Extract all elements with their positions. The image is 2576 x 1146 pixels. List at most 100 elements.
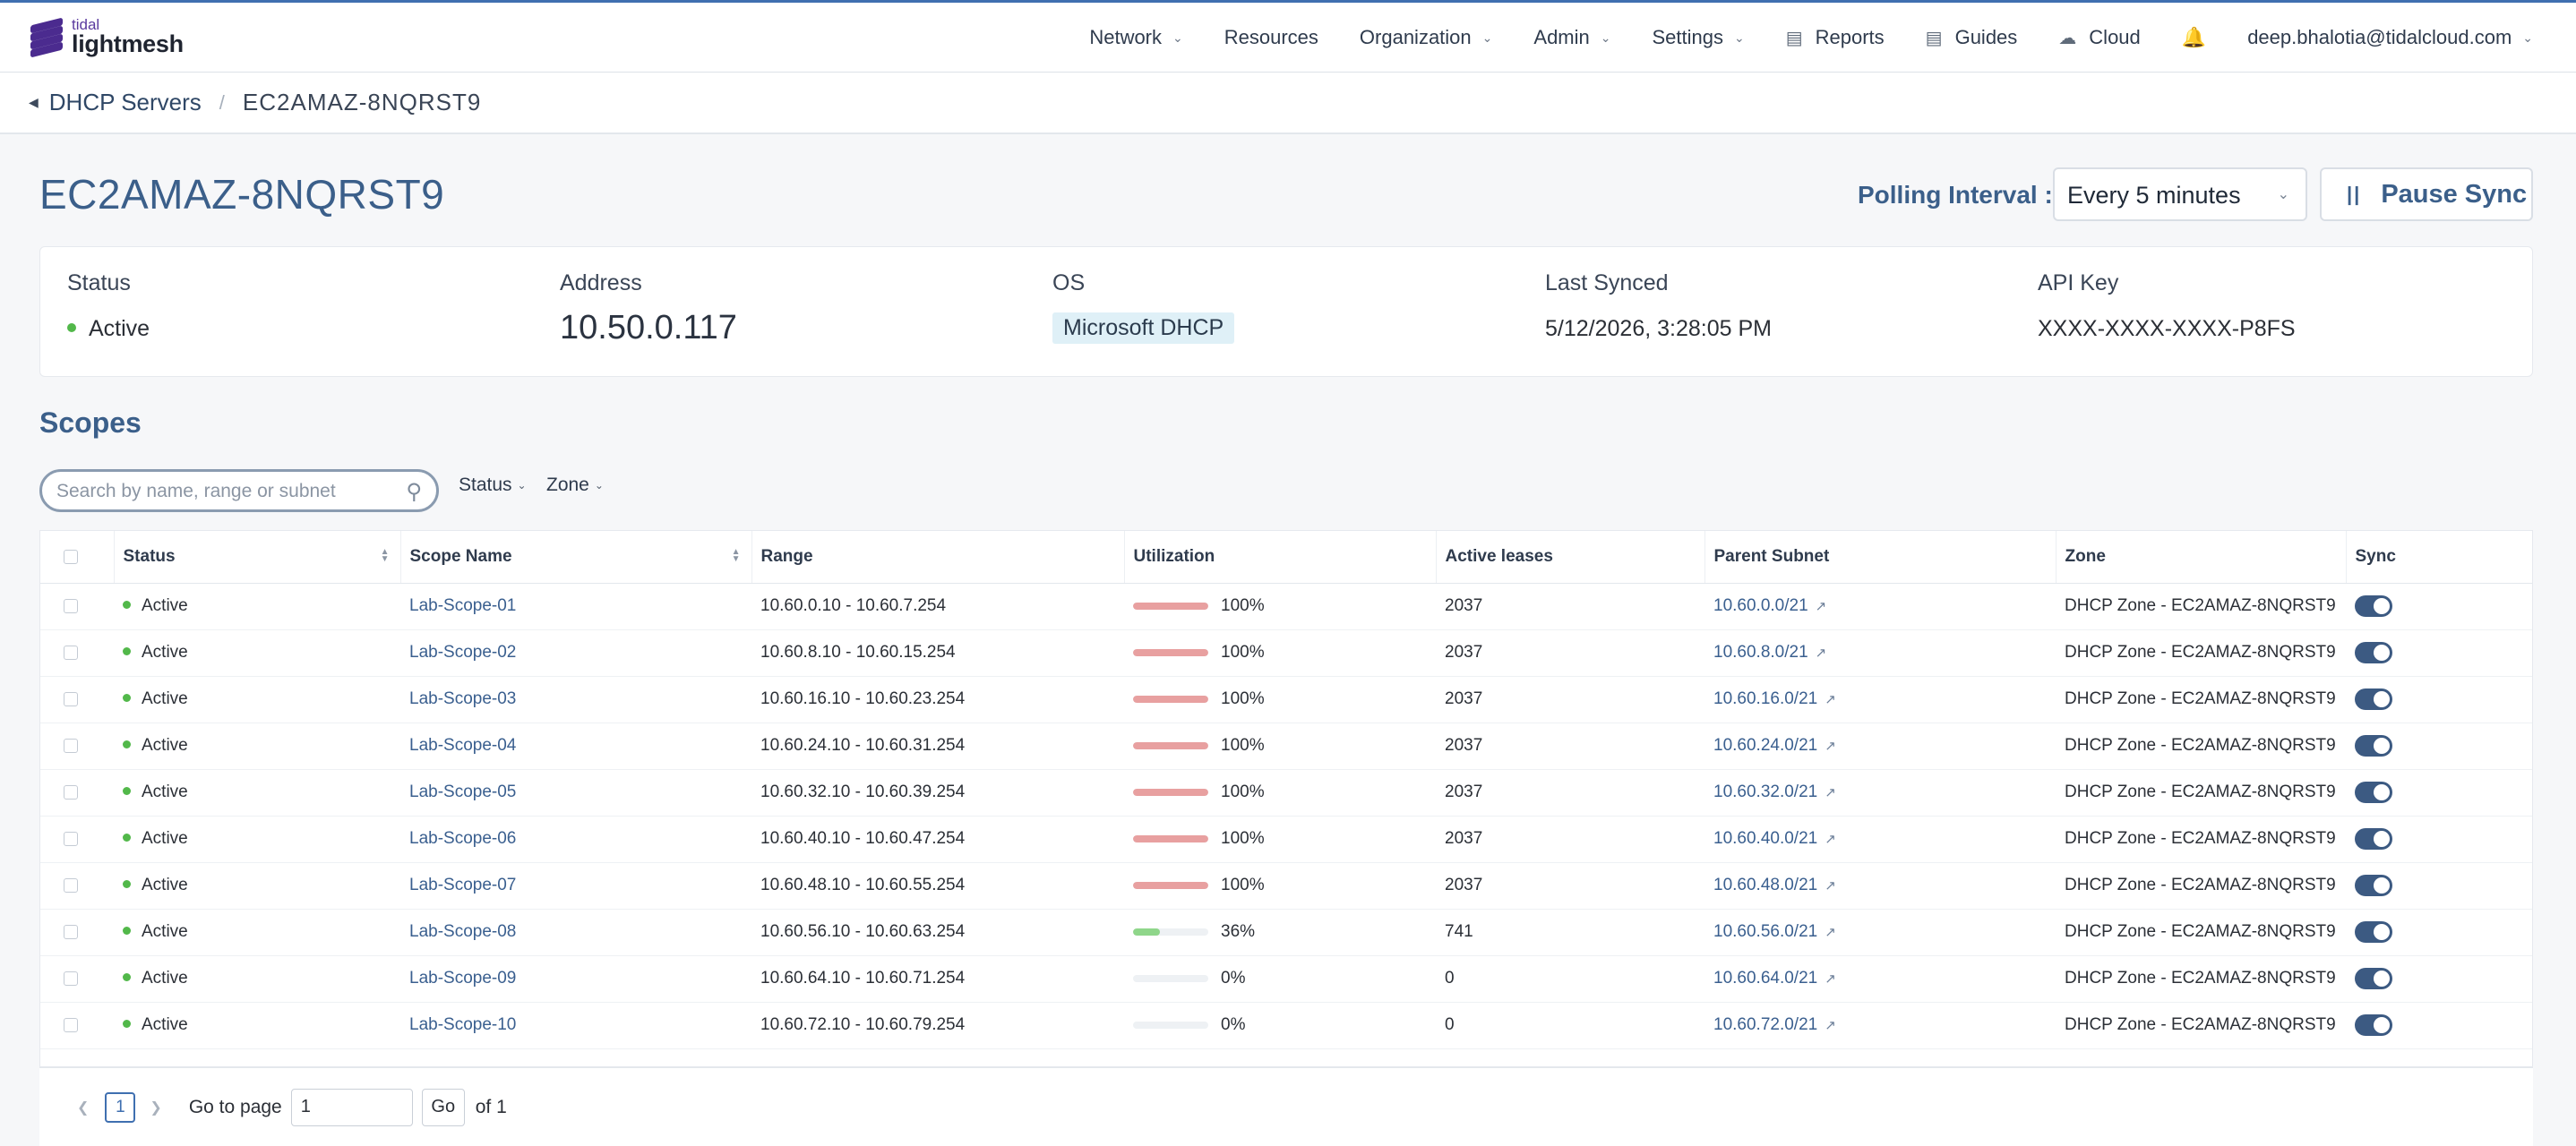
next-page-icon[interactable]: ❯: [150, 1099, 162, 1116]
table-row[interactable]: Active Lab-Scope-01 10.60.0.10 - 10.60.7.2…: [40, 583, 2532, 630]
polling-interval-select[interactable]: Every 5 minutes ⌄: [2053, 167, 2307, 221]
sync-toggle[interactable]: [2355, 642, 2392, 663]
sync-toggle[interactable]: [2355, 782, 2392, 803]
external-link-icon[interactable]: ↗: [1825, 878, 1836, 894]
utilization-value: 100%: [1221, 736, 1265, 755]
row-checkbox[interactable]: [64, 1017, 78, 1032]
table-row[interactable]: Active Lab-Scope-04 10.60.24.10 - 10.60.31…: [40, 723, 2532, 770]
table-row[interactable]: Active Lab-Scope-09 10.60.64.10 - 10.60.71…: [40, 955, 2532, 1003]
external-link-icon[interactable]: ↗: [1825, 925, 1836, 940]
utilization-cell: 100%: [1133, 643, 1436, 663]
parent-subnet-link[interactable]: 10.60.32.0/21: [1713, 783, 1818, 801]
bell-icon[interactable]: 🔔: [2181, 26, 2207, 48]
sync-toggle[interactable]: [2355, 1014, 2392, 1036]
scope-name-link[interactable]: Lab-Scope-07: [409, 876, 517, 894]
row-checkbox[interactable]: [64, 924, 78, 939]
api-key-value: XXXX-XXXX-XXXX-P8FS: [2038, 316, 2296, 341]
sort-icon[interactable]: ▲ ▼: [731, 547, 741, 564]
parent-subnet-link[interactable]: 10.60.72.0/21: [1713, 1015, 1818, 1034]
row-checkbox[interactable]: [64, 691, 78, 706]
row-checkbox[interactable]: [64, 738, 78, 753]
parent-subnet-link[interactable]: 10.60.64.0/21: [1713, 969, 1818, 988]
status-filter[interactable]: Status ⌄: [459, 475, 527, 495]
goto-page-input[interactable]: [290, 1088, 413, 1126]
user-menu[interactable]: deep.bhalotia@tidalcloud.com ⌄: [2247, 26, 2533, 48]
table-row[interactable]: Active Lab-Scope-07 10.60.48.10 - 10.60.55…: [40, 862, 2532, 910]
external-link-icon[interactable]: ↗: [1815, 599, 1827, 614]
select-all-checkbox[interactable]: [64, 549, 78, 564]
parent-subnet-link[interactable]: 10.60.0.0/21: [1713, 596, 1808, 615]
scope-name-link[interactable]: Lab-Scope-10: [409, 1015, 517, 1034]
table-body: Active Lab-Scope-01 10.60.0.10 - 10.60.7.2…: [40, 583, 2532, 1049]
chevron-down-icon: ⌄: [1600, 30, 1611, 45]
table-row[interactable]: Active Lab-Scope-02 10.60.8.10 - 10.60.15.…: [40, 629, 2532, 677]
table-row[interactable]: Active Lab-Scope-08 10.60.56.10 - 10.60.63…: [40, 909, 2532, 956]
parent-subnet-link[interactable]: 10.60.16.0/21: [1713, 689, 1818, 708]
brand-logo[interactable]: tidal lightmesh: [30, 17, 184, 58]
row-active-leases: 2037: [1436, 676, 1704, 723]
parent-subnet-link[interactable]: 10.60.24.0/21: [1713, 736, 1818, 755]
active-status-dot: [123, 601, 131, 610]
row-checkbox[interactable]: [64, 877, 78, 893]
parent-subnet-link[interactable]: 10.60.48.0/21: [1713, 876, 1818, 894]
row-zone: DHCP Zone - EC2AMAZ-8NQRST9: [2056, 723, 2346, 770]
scope-name-link[interactable]: Lab-Scope-03: [409, 689, 517, 708]
sync-toggle[interactable]: [2355, 688, 2392, 710]
nav-guides[interactable]: ▤ Guides: [1925, 26, 2018, 48]
nav-resources[interactable]: Resources: [1224, 26, 1318, 48]
external-link-icon[interactable]: ↗: [1825, 692, 1836, 707]
parent-subnet-link[interactable]: 10.60.40.0/21: [1713, 829, 1818, 848]
scope-name-link[interactable]: Lab-Scope-04: [409, 736, 517, 755]
nav-network[interactable]: Network ⌄: [1089, 26, 1183, 48]
row-checkbox[interactable]: [64, 784, 78, 800]
scope-name-link[interactable]: Lab-Scope-02: [409, 643, 517, 662]
table-row[interactable]: Active Lab-Scope-03 10.60.16.10 - 10.60.23…: [40, 676, 2532, 723]
nav-organization[interactable]: Organization ⌄: [1359, 26, 1493, 48]
scope-name-link[interactable]: Lab-Scope-01: [409, 596, 517, 615]
breadcrumb-dhcp-servers[interactable]: DHCP Servers: [48, 89, 202, 115]
parent-subnet-link[interactable]: 10.60.56.0/21: [1713, 922, 1818, 941]
column-scope-name[interactable]: Scope Name ▲ ▼: [400, 531, 752, 584]
column-status[interactable]: Status ▲ ▼: [114, 531, 401, 584]
table-row[interactable]: Active Lab-Scope-05 10.60.32.10 - 10.60.39…: [40, 769, 2532, 817]
zone-filter[interactable]: Zone ⌄: [546, 475, 604, 495]
row-checkbox[interactable]: [64, 598, 78, 613]
active-status-dot: [123, 1020, 131, 1029]
scope-name-link[interactable]: Lab-Scope-05: [409, 783, 517, 801]
scope-name-link[interactable]: Lab-Scope-06: [409, 829, 517, 848]
table-row[interactable]: Active Lab-Scope-06 10.60.40.10 - 10.60.47…: [40, 816, 2532, 863]
parent-subnet-link[interactable]: 10.60.8.0/21: [1713, 643, 1808, 662]
scope-name-link[interactable]: Lab-Scope-09: [409, 969, 517, 988]
external-link-icon[interactable]: ↗: [1825, 971, 1836, 987]
row-checkbox[interactable]: [64, 971, 78, 986]
row-checkbox[interactable]: [64, 831, 78, 846]
nav-cloud[interactable]: ☁ Cloud: [2058, 26, 2141, 48]
sync-toggle[interactable]: [2355, 875, 2392, 896]
page-number-button[interactable]: 1: [105, 1091, 136, 1123]
sync-toggle[interactable]: [2355, 735, 2392, 757]
external-link-icon[interactable]: ↗: [1825, 739, 1836, 754]
caret-left-icon[interactable]: ◀: [29, 95, 39, 109]
external-link-icon[interactable]: ↗: [1825, 832, 1836, 847]
external-link-icon[interactable]: ↗: [1825, 785, 1836, 800]
sort-icon[interactable]: ▲ ▼: [380, 547, 390, 564]
external-link-icon[interactable]: ↗: [1825, 1018, 1836, 1033]
scope-search: ⚲: [39, 469, 439, 512]
nav-admin[interactable]: Admin ⌄: [1533, 26, 1611, 48]
sync-toggle[interactable]: [2355, 968, 2392, 989]
row-checkbox[interactable]: [64, 645, 78, 660]
search-icon[interactable]: ⚲: [406, 480, 422, 504]
pause-sync-button[interactable]: || Pause Sync: [2320, 167, 2533, 221]
utilization-value: 100%: [1221, 783, 1265, 801]
table-row[interactable]: Active Lab-Scope-10 10.60.72.10 - 10.60.79…: [40, 1002, 2532, 1049]
external-link-icon[interactable]: ↗: [1815, 646, 1827, 661]
nav-reports[interactable]: ▤ Reports: [1785, 26, 1885, 48]
sync-toggle[interactable]: [2355, 921, 2392, 943]
go-button[interactable]: Go: [421, 1088, 465, 1126]
scope-name-link[interactable]: Lab-Scope-08: [409, 922, 517, 941]
sync-toggle[interactable]: [2355, 828, 2392, 850]
search-input[interactable]: [56, 481, 397, 502]
nav-settings[interactable]: Settings ⌄: [1652, 26, 1745, 48]
sync-toggle[interactable]: [2355, 595, 2392, 617]
prev-page-icon[interactable]: ❮: [77, 1099, 90, 1116]
